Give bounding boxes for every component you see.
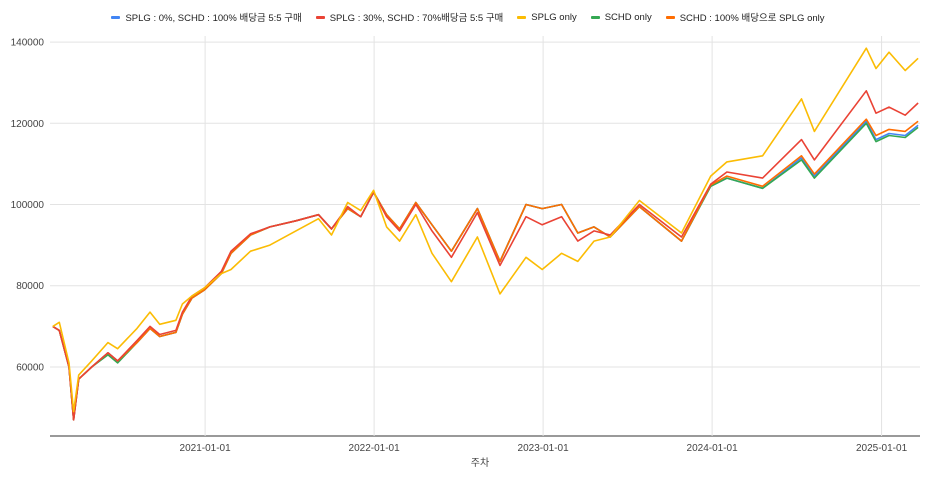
series-lines — [52, 47, 919, 421]
x-tick-label: 2022-01-01 — [349, 443, 401, 454]
legend-swatch — [590, 15, 600, 19]
legend-swatch — [665, 15, 675, 19]
legend-item[interactable]: SCHD : 100% 배당으로 SPLG only — [665, 10, 825, 24]
legend-label: SCHD only — [604, 11, 652, 23]
legend-swatch — [315, 15, 325, 19]
x-axis-ticks: 2021-01-01 2022-01-01 2023-01-01 2024-01-01… — [180, 443, 908, 454]
y-tick-label: 120000 — [11, 119, 45, 130]
x-tick-label: 2023-01-01 — [518, 443, 570, 454]
legend-label: SPLG only — [531, 11, 577, 23]
legend-item[interactable]: SPLG : 0%, SCHD : 100% 배당금 5:5 구매 — [111, 10, 302, 24]
y-tick-label: 80000 — [16, 281, 44, 292]
y-tick-label: 100000 — [11, 200, 45, 211]
x-axis-label: 주차 — [471, 457, 489, 469]
series-line-2 — [52, 90, 919, 421]
x-tick-label: 2025-01-01 — [856, 443, 908, 454]
legend-label: SPLG : 0%, SCHD : 100% 배당금 5:5 구매 — [125, 13, 302, 24]
series-line-3 — [52, 47, 919, 413]
y-axis-ticks: 60000 80000 100000 120000 140000 — [11, 38, 45, 374]
x-tick-label: 2024-01-01 — [687, 443, 739, 454]
legend-label: SCHD : 100% 배당으로 SPLG only — [679, 13, 825, 24]
chart-legend: SPLG : 0%, SCHD : 100% 배당금 5:5 구매 SPLG : … — [0, 10, 936, 24]
legend-item[interactable]: SCHD only — [590, 10, 652, 24]
series-line-5 — [52, 118, 919, 421]
legend-swatch — [111, 15, 121, 19]
y-tick-label: 60000 — [16, 362, 44, 373]
legend-label: SPLG : 30%, SCHD : 70%배당금 5:5 구매 — [329, 13, 504, 24]
legend-swatch — [517, 15, 527, 19]
x-tick-label: 2021-01-01 — [180, 443, 232, 454]
legend-item[interactable]: SPLG : 30%, SCHD : 70%배당금 5:5 구매 — [315, 10, 504, 24]
gridlines — [50, 36, 920, 437]
y-tick-label: 140000 — [11, 38, 45, 49]
legend-item[interactable]: SPLG only — [517, 10, 577, 24]
